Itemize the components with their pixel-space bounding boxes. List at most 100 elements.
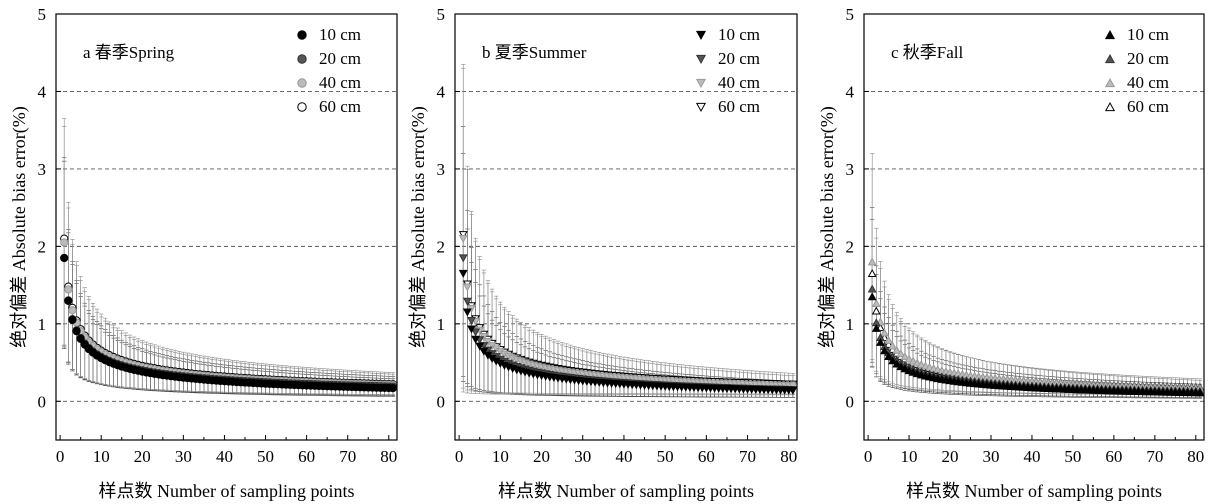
- data-point: [867, 284, 877, 293]
- legend-marker: [1104, 53, 1116, 64]
- y-tick-label: 1: [846, 315, 855, 334]
- data-point: [64, 296, 73, 305]
- data-point: [908, 356, 918, 365]
- legend-label: 60 cm: [319, 97, 361, 116]
- y-tick-label: 5: [437, 5, 446, 24]
- legend-label: 20 cm: [718, 49, 760, 68]
- data-point: [458, 235, 468, 244]
- x-tick-label: 40: [1023, 447, 1040, 466]
- data-point: [896, 349, 906, 358]
- data-point: [880, 346, 889, 355]
- y-tick-label: 2: [38, 237, 47, 256]
- legend-label: 40 cm: [1127, 73, 1169, 92]
- data-point: [867, 257, 877, 266]
- data-point: [871, 299, 881, 308]
- y-tick-label: 3: [846, 160, 855, 179]
- y-axis-title: 绝对偏差 Absolute bias error(%): [408, 106, 429, 347]
- data-point: [462, 283, 472, 292]
- x-tick-label: 0: [455, 447, 464, 466]
- data-point: [60, 238, 69, 247]
- legend-marker: [297, 102, 307, 112]
- y-tick-label: 1: [437, 315, 446, 334]
- data-point: [867, 292, 877, 301]
- data-point: [458, 231, 468, 240]
- plot-frame: [454, 13, 798, 441]
- legend-marker: [695, 102, 707, 113]
- data-point: [871, 323, 881, 332]
- x-tick-label: 50: [657, 447, 674, 466]
- data-point: [462, 297, 472, 306]
- x-tick-label: 10: [492, 447, 509, 466]
- legend-marker: [297, 54, 307, 64]
- data-point: [888, 356, 898, 365]
- x-tick-label: 0: [864, 447, 873, 466]
- y-tick-label: 4: [38, 82, 47, 101]
- legend-marker: [695, 30, 707, 41]
- data-point: [76, 334, 85, 344]
- legend-label: 20 cm: [319, 49, 361, 68]
- legend: 10 cm 20 cm 40 cm 60 cm: [695, 25, 760, 116]
- data-point: [458, 254, 468, 263]
- y-tick-label: 4: [846, 82, 855, 101]
- x-tick-label: 20: [533, 447, 550, 466]
- data-point: [471, 328, 481, 337]
- x-tick-label: 30: [982, 447, 999, 466]
- x-axis-title: 样点数 Number of sampling points: [99, 481, 355, 501]
- y-tick-label: 0: [437, 392, 446, 411]
- x-tick-label: 10: [93, 447, 110, 466]
- x-tick-label: 80: [1187, 447, 1204, 466]
- legend-label: 60 cm: [718, 97, 760, 116]
- series-10cm: [458, 269, 798, 395]
- data-point: [458, 269, 468, 278]
- x-tick-label: 60: [698, 447, 715, 466]
- data-point: [462, 308, 472, 317]
- y-tick-label: 4: [437, 82, 446, 101]
- data-point: [896, 362, 906, 371]
- data-point: [483, 338, 493, 347]
- x-tick-label: 40: [216, 447, 233, 466]
- legend-label: 40 cm: [319, 73, 361, 92]
- data-point: [788, 382, 798, 391]
- data-point: [875, 337, 885, 346]
- data-point: [871, 306, 881, 315]
- y-tick-label: 1: [38, 315, 47, 334]
- x-tick-label: 80: [380, 447, 397, 466]
- series-10cm: [60, 253, 397, 393]
- legend-label: 10 cm: [319, 25, 361, 44]
- x-tick-label: 60: [1105, 447, 1122, 466]
- legend-label: 20 cm: [1127, 49, 1169, 68]
- legend-marker: [297, 30, 307, 40]
- x-tick-label: 0: [56, 447, 65, 466]
- legend-label: 10 cm: [1127, 25, 1169, 44]
- legend-marker: [1104, 101, 1116, 112]
- y-tick-label: 2: [846, 237, 855, 256]
- data-point: [64, 285, 73, 294]
- data-point: [471, 335, 481, 344]
- legend-label: 60 cm: [1127, 97, 1169, 116]
- data-point: [904, 354, 914, 363]
- y-tick-label: 5: [38, 5, 47, 24]
- data-point: [72, 327, 81, 336]
- plot-frame: [55, 13, 398, 441]
- series-10cm: [867, 292, 1205, 397]
- x-tick-label: 30: [175, 447, 192, 466]
- x-tick-label: 20: [134, 447, 151, 466]
- x-axis-title: 样点数 Number of sampling points: [906, 481, 1162, 501]
- x-tick-label: 10: [901, 447, 918, 466]
- panel-title: c 秋季Fall: [891, 43, 964, 62]
- y-tick-label: 2: [437, 237, 446, 256]
- x-tick-label: 40: [615, 447, 632, 466]
- data-point: [68, 306, 77, 315]
- x-tick-label: 70: [339, 447, 356, 466]
- panel-title: b 夏季Summer: [482, 43, 587, 62]
- legend-label: 40 cm: [718, 73, 760, 92]
- legend-marker: [695, 54, 707, 65]
- x-axis-title: 样点数 Number of sampling points: [498, 481, 754, 501]
- y-tick-label: 3: [38, 160, 47, 179]
- x-tick-label: 50: [1064, 447, 1081, 466]
- x-tick-label: 80: [780, 447, 797, 466]
- legend: 10 cm 20 cm 40 cm 60 cm: [1104, 25, 1169, 116]
- y-tick-label: 5: [846, 5, 855, 24]
